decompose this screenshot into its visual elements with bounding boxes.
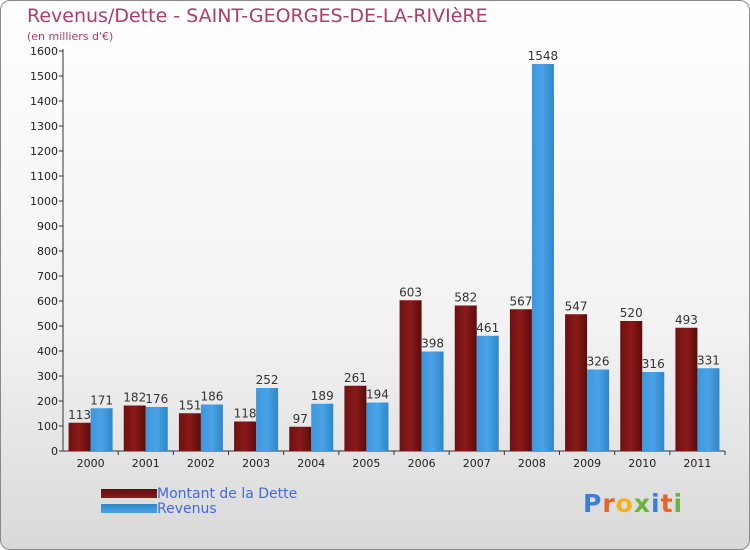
legend-item-revenue: Revenus bbox=[101, 500, 297, 517]
data-label: 176 bbox=[145, 392, 168, 406]
debt-bar bbox=[344, 385, 367, 451]
data-label: 113 bbox=[68, 408, 91, 422]
debt-bar bbox=[399, 300, 422, 451]
debt-bar bbox=[234, 421, 257, 451]
revenue-bar bbox=[90, 408, 113, 451]
logo-letter: P bbox=[583, 489, 603, 518]
x-tick-label: 2002 bbox=[187, 457, 215, 470]
logo-letter: i bbox=[651, 489, 661, 518]
logo-letter: x bbox=[633, 489, 651, 518]
revenue-bar bbox=[476, 335, 499, 451]
y-tick-label: 0 bbox=[51, 445, 58, 458]
y-tick-label: 1500 bbox=[30, 70, 58, 83]
data-label: 398 bbox=[421, 337, 444, 351]
chart-subtitle: (en milliers d'€) bbox=[27, 30, 114, 43]
y-tick-label: 800 bbox=[37, 245, 58, 258]
data-label: 1548 bbox=[528, 49, 559, 63]
x-tick-label: 2008 bbox=[518, 457, 546, 470]
y-tick-label: 1100 bbox=[30, 170, 58, 183]
legend-swatch-revenue bbox=[101, 504, 157, 513]
logo-letter: o bbox=[615, 489, 634, 518]
debt-bar bbox=[123, 405, 146, 451]
x-tick-label: 2004 bbox=[297, 457, 325, 470]
revenue-bar bbox=[145, 407, 168, 451]
data-label: 547 bbox=[565, 299, 588, 313]
data-label: 331 bbox=[697, 353, 720, 367]
x-tick-label: 2009 bbox=[573, 457, 601, 470]
revenue-bar bbox=[256, 388, 279, 451]
revenue-bar bbox=[642, 372, 665, 451]
data-label: 182 bbox=[123, 391, 146, 405]
x-tick-label: 2007 bbox=[463, 457, 491, 470]
x-tick-label: 2000 bbox=[77, 457, 105, 470]
debt-bar bbox=[454, 305, 477, 451]
y-tick-label: 700 bbox=[37, 270, 58, 283]
data-label: 603 bbox=[399, 285, 422, 299]
x-tick-label: 2011 bbox=[683, 457, 711, 470]
y-tick-label: 600 bbox=[37, 295, 58, 308]
data-label: 252 bbox=[256, 373, 279, 387]
revenue-bar bbox=[587, 369, 610, 451]
debt-bar bbox=[289, 426, 312, 451]
data-label: 261 bbox=[344, 371, 367, 385]
x-tick-label: 2001 bbox=[132, 457, 160, 470]
y-tick-label: 100 bbox=[37, 420, 58, 433]
y-tick-label: 900 bbox=[37, 220, 58, 233]
legend-item-debt: Montant de la Dette bbox=[101, 485, 298, 502]
data-label: 493 bbox=[675, 313, 698, 327]
debt-bar bbox=[565, 314, 588, 451]
proxiti-logo: Proxiti bbox=[583, 489, 683, 518]
data-label: 151 bbox=[178, 398, 201, 412]
logo-letter: i bbox=[673, 489, 684, 518]
y-tick-label: 500 bbox=[37, 320, 58, 333]
data-label: 186 bbox=[200, 390, 223, 404]
data-label: 461 bbox=[476, 321, 499, 335]
x-tick-label: 2005 bbox=[352, 457, 380, 470]
y-tick-label: 200 bbox=[37, 395, 58, 408]
y-tick-label: 1400 bbox=[30, 95, 58, 108]
legend: Montant de la Dette Revenus bbox=[101, 485, 298, 517]
y-tick-label: 300 bbox=[37, 370, 58, 383]
debt-bar bbox=[509, 309, 532, 451]
revenue-bar bbox=[531, 64, 554, 451]
revenue-bar bbox=[311, 403, 334, 451]
y-tick-label: 1000 bbox=[30, 195, 58, 208]
data-label: 171 bbox=[90, 393, 113, 407]
x-tick-label: 2003 bbox=[242, 457, 270, 470]
x-tick-label: 2006 bbox=[408, 457, 436, 470]
data-label: 189 bbox=[311, 389, 334, 403]
chart-title: Revenus/Dette - SAINT-GEORGES-DE-LA-RIVI… bbox=[27, 5, 488, 27]
data-label: 97 bbox=[293, 412, 308, 426]
legend-label-debt: Montant de la Dette bbox=[157, 485, 298, 502]
data-label: 118 bbox=[234, 407, 257, 421]
data-label: 567 bbox=[509, 294, 532, 308]
debt-bar bbox=[68, 422, 91, 451]
data-label: 326 bbox=[587, 355, 610, 369]
data-label: 194 bbox=[366, 388, 389, 402]
debt-bar bbox=[620, 321, 643, 451]
data-label: 582 bbox=[454, 291, 477, 305]
data-label: 520 bbox=[620, 306, 643, 320]
legend-swatch-debt bbox=[101, 489, 157, 498]
debt-bar bbox=[178, 413, 201, 451]
y-tick-label: 1600 bbox=[30, 45, 58, 58]
legend-label-revenue: Revenus bbox=[157, 500, 217, 517]
debt-bar bbox=[675, 327, 698, 451]
logo-letter: r bbox=[602, 489, 616, 518]
revenue-bar bbox=[200, 404, 223, 451]
y-tick-label: 1200 bbox=[30, 145, 58, 158]
data-label: 316 bbox=[642, 357, 665, 371]
revenue-bar bbox=[366, 402, 389, 451]
revenue-bar bbox=[697, 368, 720, 451]
y-tick-label: 1300 bbox=[30, 120, 58, 133]
revenue-bar bbox=[421, 351, 444, 451]
x-tick-label: 2010 bbox=[628, 457, 656, 470]
logo-letter: t bbox=[660, 489, 674, 518]
y-tick-label: 400 bbox=[37, 345, 58, 358]
